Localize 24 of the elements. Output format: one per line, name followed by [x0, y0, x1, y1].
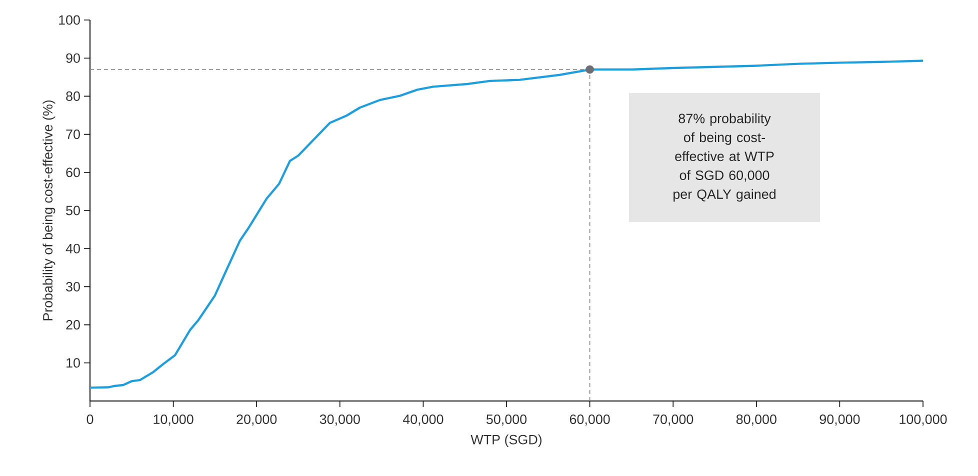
y-tick-label: 90	[66, 53, 80, 63]
y-tick-label: 40	[66, 244, 80, 254]
x-tick-label: 10,000	[154, 414, 194, 426]
x-tick-label: 40,000	[402, 414, 444, 426]
x-tick-label: 100,000	[900, 414, 947, 426]
x-tick-label: 80,000	[736, 414, 776, 426]
x-tick-label: 60,000	[570, 414, 610, 426]
y-tick-label: 80	[66, 91, 80, 101]
x-tick-label: 0	[86, 414, 94, 424]
x-tick-label: 30,000	[320, 414, 360, 426]
y-tick-label: 50	[66, 206, 80, 216]
y-tick-label: 10	[66, 358, 80, 368]
y-tick-label: 70	[66, 130, 80, 140]
x-axis-title: WTP (SGD)	[470, 434, 542, 447]
x-tick-label: 50,000	[486, 414, 527, 426]
y-tick-label: 20	[66, 320, 80, 330]
y-tick-label: 100	[59, 15, 80, 25]
annotation: 87% probability of being cost-effective at WTP of SGD 60,000 per QALY gained	[674, 113, 776, 202]
y-tick-label: 60	[66, 168, 80, 178]
y-tick-label: 30	[66, 282, 80, 292]
x-tick-label: 70,000	[653, 414, 694, 426]
y-axis-title: Probability of being cost-effective (%)	[42, 100, 56, 320]
x-tick-label: 20,000	[236, 414, 277, 426]
x-tick-label: 90,000	[820, 414, 860, 426]
